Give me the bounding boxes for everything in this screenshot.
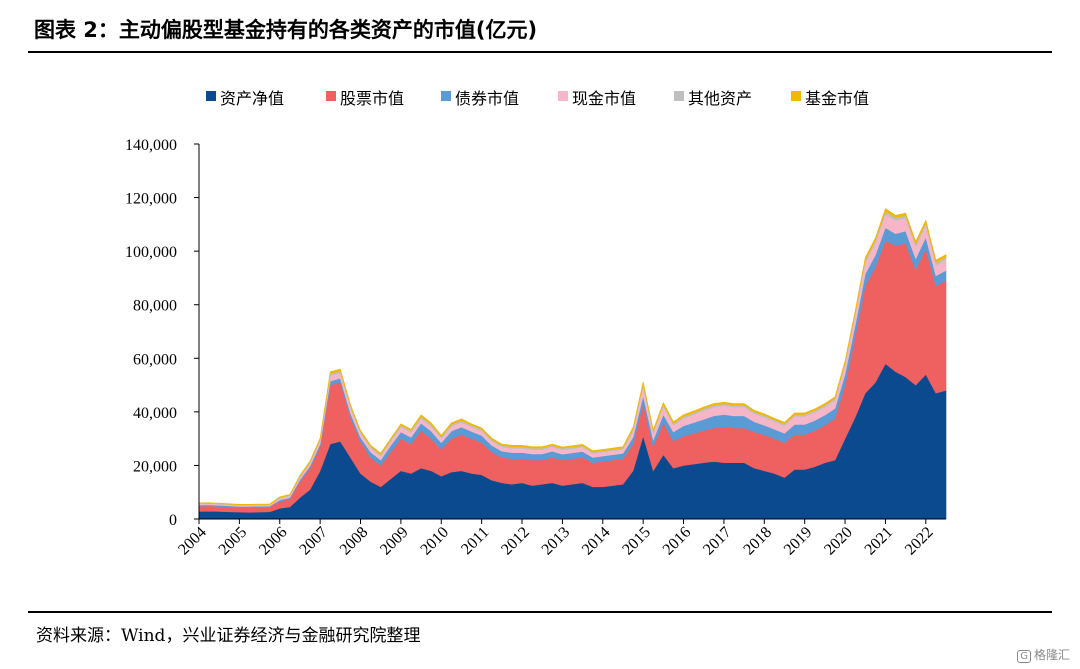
watermark-logo-icon: G [1017,650,1031,663]
x-tick-label: 2006 [256,524,291,559]
x-tick-label: 2021 [862,524,897,559]
legend-label-1: 资产净值 [220,89,284,108]
y-tick-label: 100,000 [125,244,177,261]
legend-swatch-4 [558,91,568,101]
y-tick-label: 80,000 [133,298,177,315]
legend-swatch-1 [206,91,216,101]
x-tick-label: 2016 [660,524,695,559]
x-tick-label: 2018 [740,524,775,559]
y-tick-label: 60,000 [133,351,177,368]
legend-swatch-2 [326,91,336,101]
title-rule [28,51,1052,53]
y-tick-label: 20,000 [133,458,177,475]
x-tick-label: 2012 [498,524,533,559]
x-tick-label: 2019 [781,524,816,559]
x-tick-label: 2010 [417,524,452,559]
legend-label-4: 现金市值 [572,89,636,108]
area-series-group [198,208,947,520]
x-tick-label: 2007 [296,524,331,559]
chart-title: 图表 2：主动偏股型基金持有的各类资产的市值(亿元) [34,18,538,42]
chart-legend: 资产净值 股票市值 债券市值 现金市值 其他资产 基金市值 [206,89,869,108]
legend-label-2: 股票市值 [340,89,404,108]
watermark: G 格隆汇 [1017,646,1070,663]
source-rule [28,611,1052,613]
y-tick-label: 40,000 [133,405,177,422]
legend-label-3: 债券市值 [455,89,519,108]
legend-swatch-5 [674,91,684,101]
x-tick-label: 2005 [216,524,251,559]
area-series-6 [198,208,947,506]
x-tick-label: 2009 [377,524,412,559]
legend-label-6: 基金市值 [805,89,869,108]
legend-swatch-6 [791,91,801,101]
y-tick-label: 140,000 [125,137,177,154]
x-tick-label: 2022 [902,524,937,559]
x-tick-label: 2013 [539,524,574,559]
x-tick-label: 2015 [619,524,654,559]
source-note: 资料来源：Wind，兴业证券经济与金融研究院整理 [36,626,421,646]
x-tick-label: 2014 [579,524,614,559]
y-tick-label: 120,000 [125,191,177,208]
x-tick-label: 2020 [821,524,856,559]
legend-label-5: 其他资产 [688,89,752,108]
x-tick-label: 2017 [700,524,735,559]
watermark-brand: 格隆汇 [1033,648,1070,662]
x-tick-label: 2008 [337,524,372,559]
x-tick-label: 2004 [175,524,210,559]
legend-swatch-3 [441,91,451,101]
x-tick-label: 2011 [458,524,492,558]
y-tick-label: 0 [169,512,177,529]
